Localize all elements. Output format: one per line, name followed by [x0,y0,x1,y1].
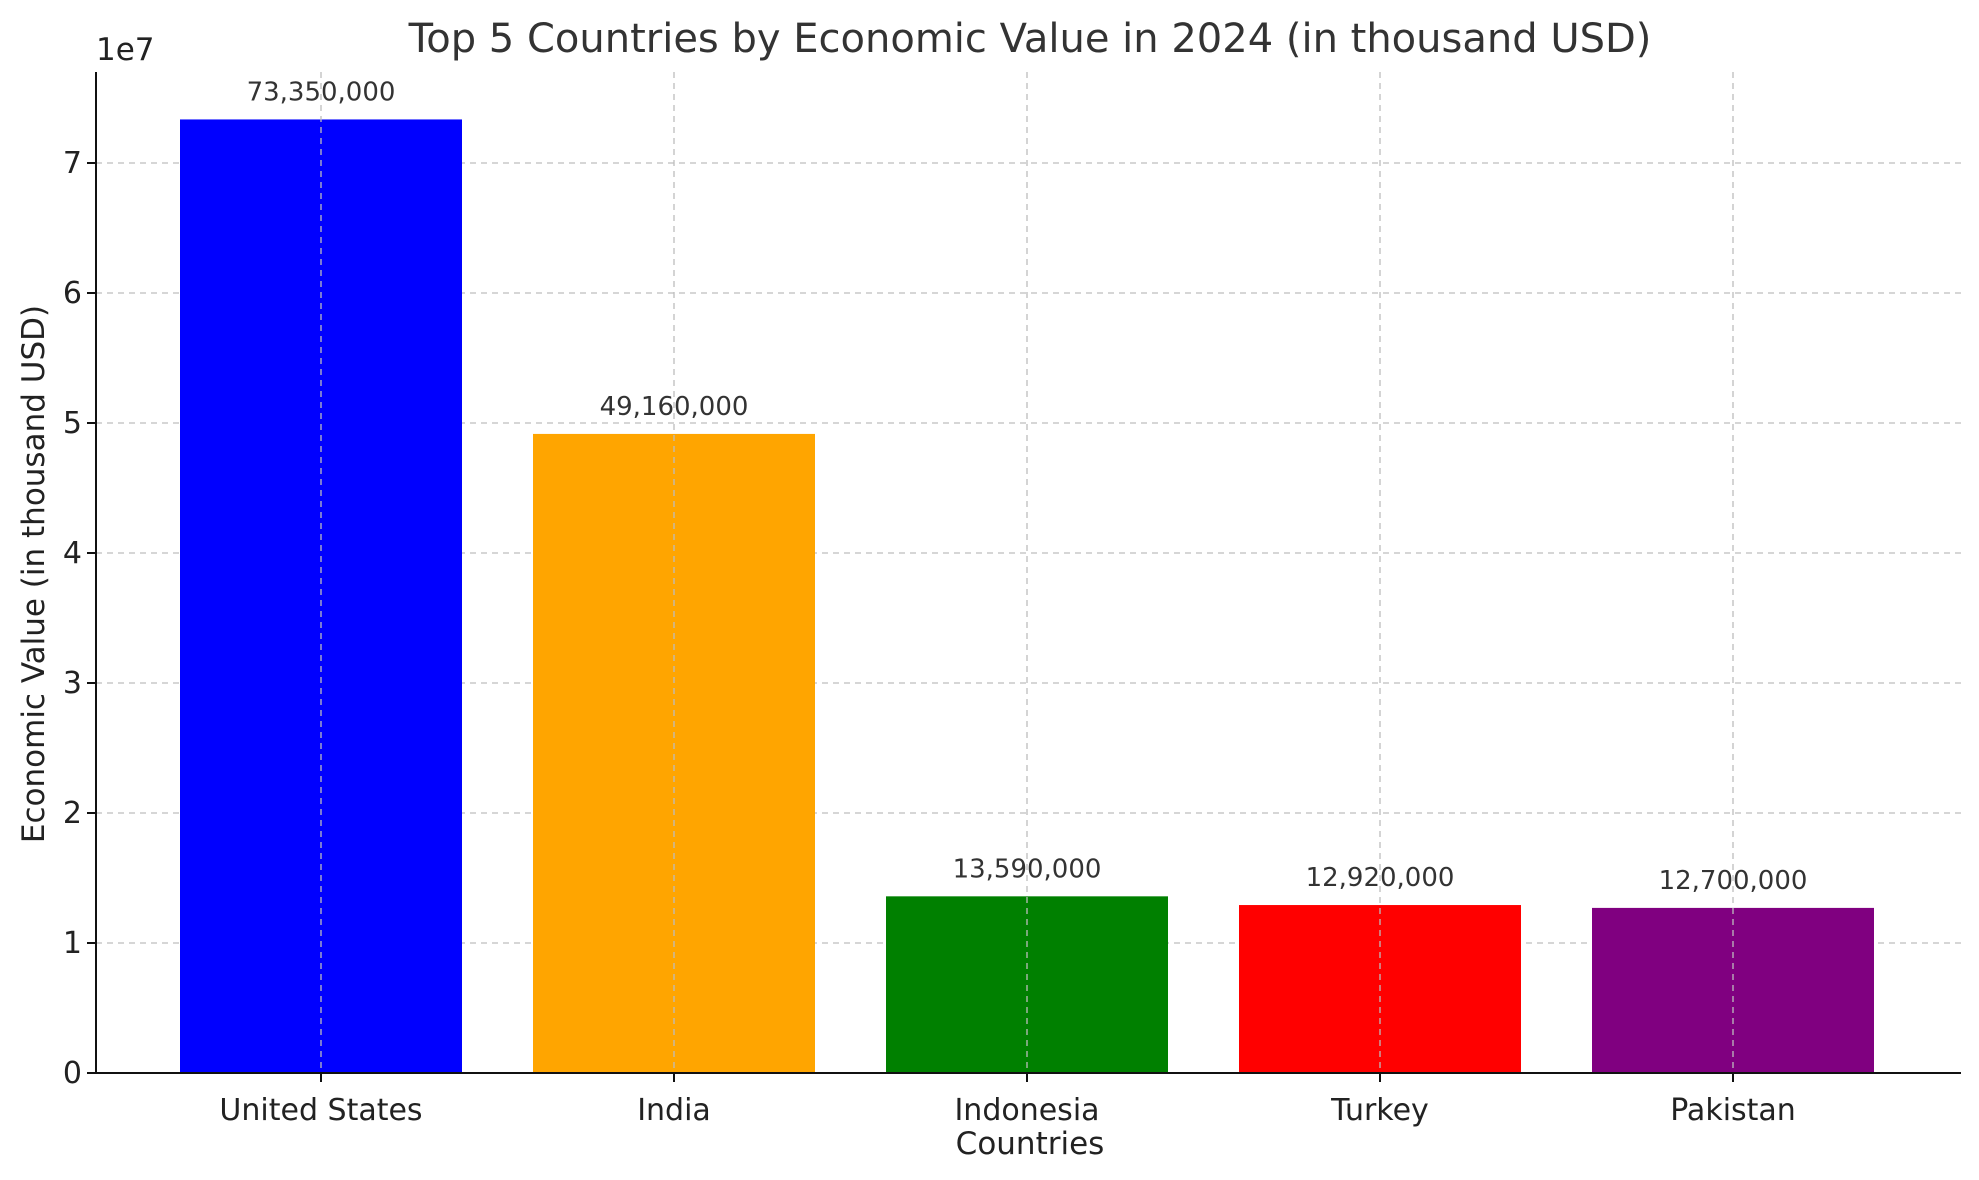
y-tick-label: 5 [63,406,82,441]
y-tick-label: 1 [63,926,82,961]
y-axis-offset-label: 1e7 [96,32,155,68]
y-tick-label: 2 [63,796,82,831]
bar [180,119,462,1073]
y-tick-label: 4 [63,536,82,571]
x-tick-label: India [637,1093,711,1128]
bar-value-label: 12,700,000 [1659,866,1808,896]
chart-title: Top 5 Countries by Economic Value in 202… [408,16,1652,62]
value-labels: 73,350,000 49,160,000 13,590,000 12,920,000… [247,77,1808,895]
x-axis-label: Countries [956,1126,1105,1162]
x-tick-label: Pakistan [1670,1093,1796,1128]
x-tick-labels: United States India Indonesia Turkey Pakista… [219,1093,1795,1128]
y-axis-label: Economic Value (in thousand USD) [16,305,52,843]
y-tick-label: 7 [63,146,82,181]
bar-value-label: 12,920,000 [1306,863,1455,893]
axes [87,72,1961,1082]
y-tick-labels: 0 1 2 3 4 5 6 7 [63,146,82,1091]
x-tick-label: United States [219,1093,422,1128]
bar-value-label: 73,350,000 [247,77,396,107]
bar-value-label: 49,160,000 [600,392,749,422]
y-tick-label: 3 [63,666,82,701]
y-tick-label: 6 [63,276,82,311]
x-tick-label: Turkey [1330,1093,1429,1128]
vertical-grid-lines [320,72,1734,1073]
bar-value-label: 13,590,000 [953,854,1102,884]
x-tick-label: Indonesia [954,1093,1099,1128]
y-tick-label: 0 [63,1056,82,1091]
